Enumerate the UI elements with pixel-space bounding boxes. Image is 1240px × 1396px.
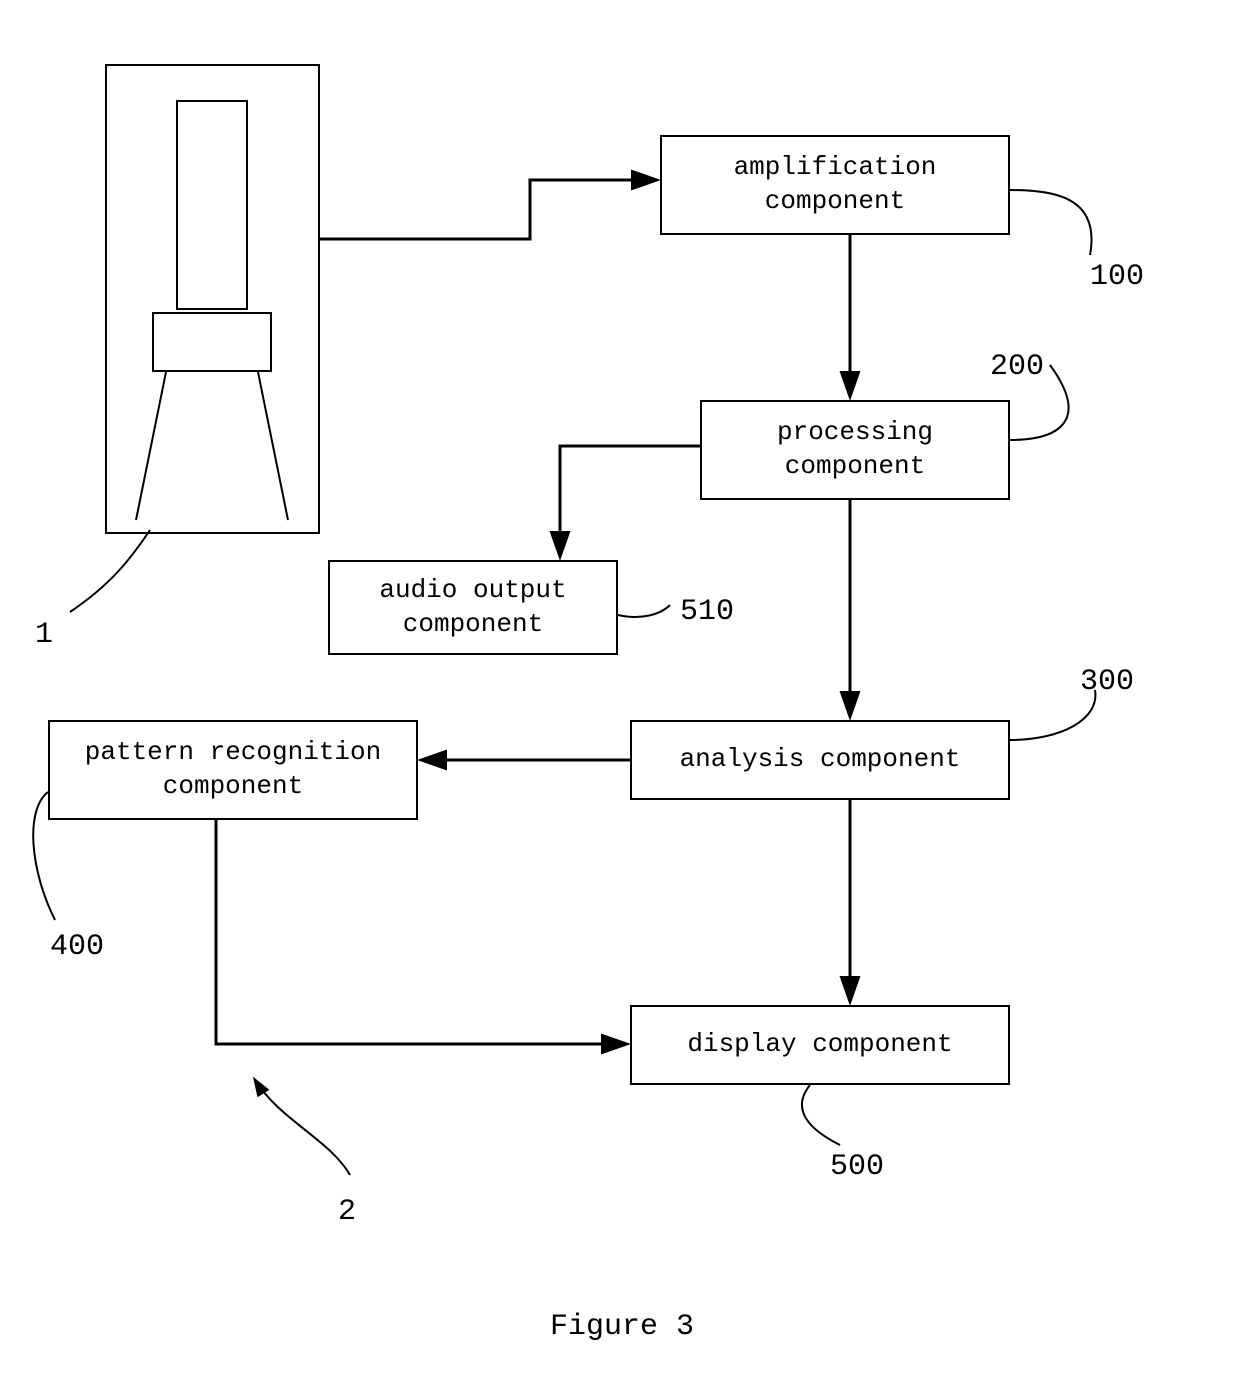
sensor-inner-top <box>176 100 248 310</box>
figure-caption: Figure 3 <box>550 1310 694 1344</box>
ref-label-1: 1 <box>35 618 53 652</box>
amplification-label: amplificationcomponent <box>734 151 937 219</box>
processing-label: processingcomponent <box>777 416 933 484</box>
display-box: display component <box>630 1005 1010 1085</box>
pattern-recognition-box: pattern recognitioncomponent <box>48 720 418 820</box>
display-label: display component <box>687 1028 952 1062</box>
sensor-inner-mid <box>152 312 272 372</box>
audio-output-label: audio outputcomponent <box>379 574 566 642</box>
ref-label-400: 400 <box>50 930 104 964</box>
diagram-canvas: amplificationcomponent processingcompone… <box>0 0 1240 1396</box>
ref-label-2: 2 <box>338 1195 356 1229</box>
ref-label-500: 500 <box>830 1150 884 1184</box>
ref-label-100: 100 <box>1090 260 1144 294</box>
ref-label-200: 200 <box>990 350 1044 384</box>
analysis-box: analysis component <box>630 720 1010 800</box>
amplification-box: amplificationcomponent <box>660 135 1010 235</box>
ref-label-300: 300 <box>1080 665 1134 699</box>
processing-box: processingcomponent <box>700 400 1010 500</box>
pattern-recognition-label: pattern recognitioncomponent <box>85 736 381 804</box>
ref-label-510: 510 <box>680 595 734 629</box>
analysis-label: analysis component <box>680 743 961 777</box>
audio-output-box: audio outputcomponent <box>328 560 618 655</box>
